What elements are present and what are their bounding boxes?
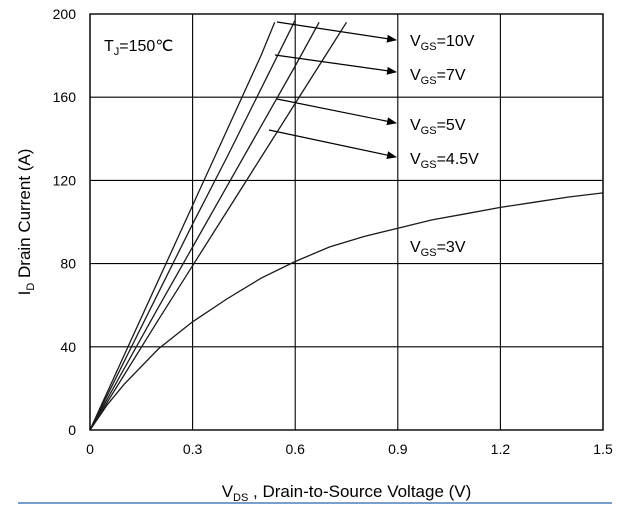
x-tick-label: 1.2 (491, 441, 511, 457)
label-arrow (268, 129, 397, 160)
y-tick-label: 200 (53, 6, 77, 22)
condition-label: TJ=150℃ (104, 38, 173, 58)
x-tick-label: 0.9 (388, 441, 408, 457)
y-tick-label: 0 (68, 422, 76, 438)
y-tick-label: 80 (60, 256, 76, 272)
x-axis-title: VDS , Drain-to-Source Voltage (V) (222, 482, 472, 504)
series-line-vgs-3v (90, 192, 603, 430)
series-label: VGS=3V (410, 239, 466, 259)
series-line-vgs-10v (90, 22, 276, 430)
y-tick-label: 160 (53, 89, 77, 105)
y-tick-label: 120 (53, 172, 77, 188)
x-tick-label: 1.5 (593, 441, 613, 457)
series-lines (90, 19, 603, 430)
x-tick-label: 0 (86, 441, 94, 457)
annotations: VGS=10V VGS=7V VGS=5V VGS=4.5V VGS=3V TJ=150℃… (15, 33, 479, 504)
series-label: VGS=5V (410, 117, 466, 137)
y-axis-title: ID Drain Current (A) (15, 149, 37, 296)
series-line-vgs-5v (90, 21, 320, 430)
x-tick-label: 0.6 (285, 441, 305, 457)
series-label: VGS=7V (410, 67, 466, 87)
label-arrow (276, 21, 397, 43)
plot-frame (89, 13, 604, 431)
label-arrow (274, 54, 397, 75)
series-label: VGS=4.5V (410, 151, 479, 171)
series-label: VGS=10V (410, 33, 475, 53)
label-arrows (268, 21, 397, 160)
tick-labels: 0 0.3 0.6 0.9 1.2 1.5 0 40 80 120 160 200 (53, 6, 613, 457)
y-tick-label: 40 (60, 339, 76, 355)
series-line-vgs-7v (90, 19, 296, 430)
grid (89, 13, 604, 431)
x-tick-label: 0.3 (183, 441, 203, 457)
label-arrow (276, 98, 397, 126)
series-line-vgs-4.5v (90, 21, 348, 430)
